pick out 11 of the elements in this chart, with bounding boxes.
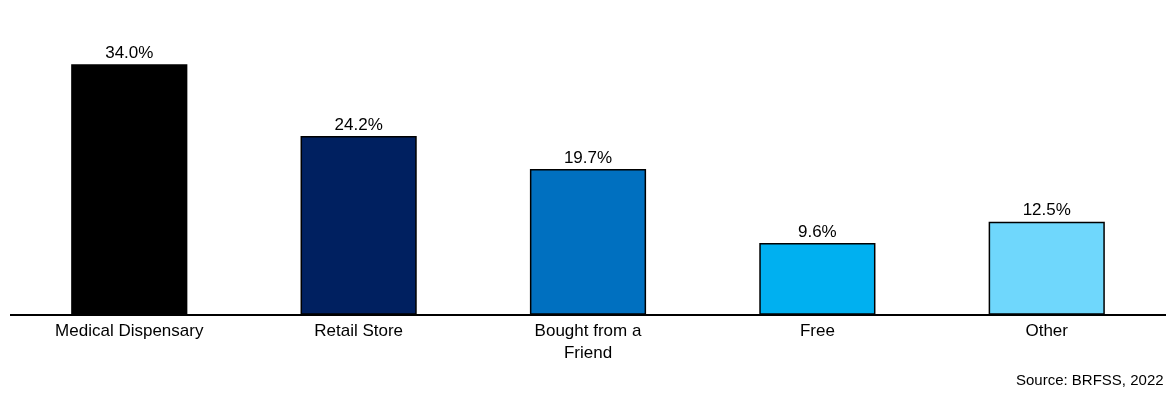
x-tick-label: Other	[1025, 321, 1069, 341]
x-tick-label: Medical Dispensary	[55, 321, 204, 341]
data-label: 12.5%	[1022, 200, 1071, 220]
data-label: 9.6%	[797, 221, 837, 241]
x-tick-label: Bought from a Friend	[534, 321, 642, 363]
source-note: Source: BRFSS, 2022	[1016, 371, 1164, 388]
data-label: 24.2%	[334, 114, 383, 134]
x-tick-label: Free	[799, 321, 835, 341]
data-label: 34.0%	[105, 42, 154, 62]
data-label: 19.7%	[563, 147, 613, 167]
x-tick-label: Retail Store	[314, 321, 404, 341]
